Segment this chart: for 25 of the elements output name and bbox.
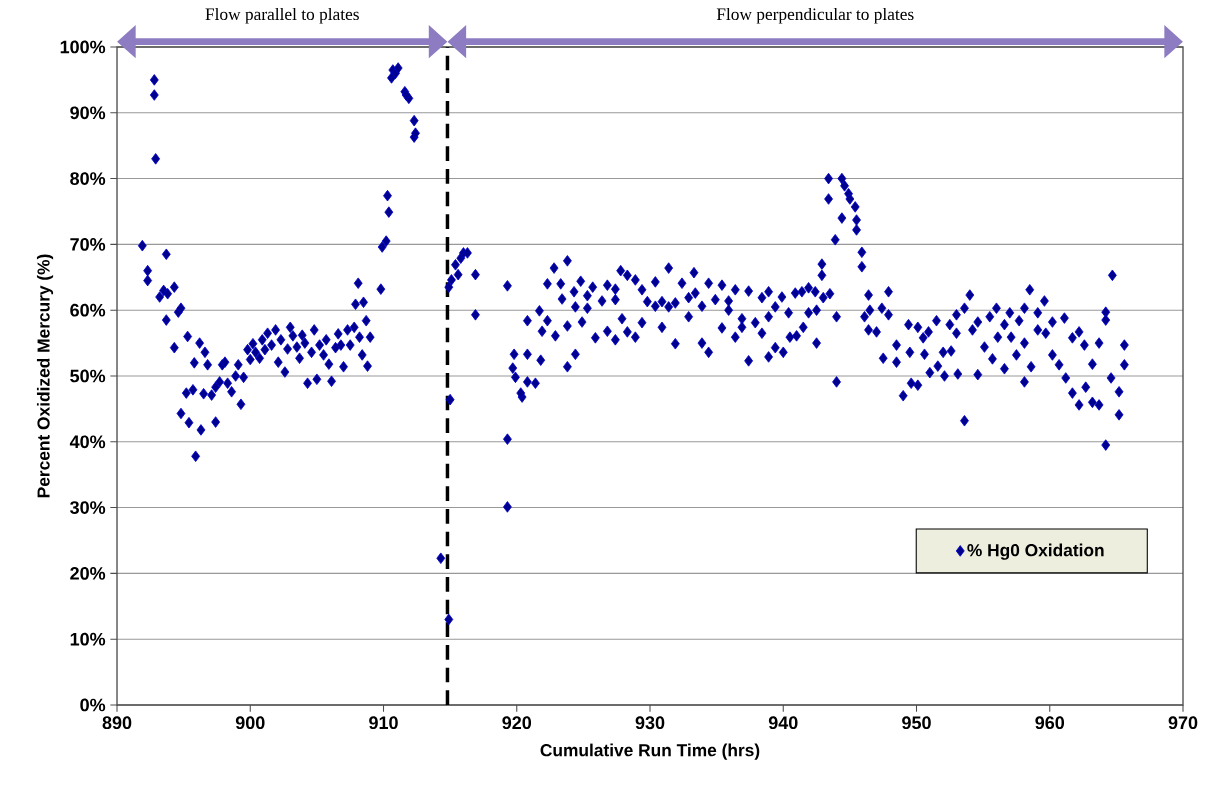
x-tick-label: 890 [102, 716, 132, 730]
y-tick-label: 30% [70, 501, 106, 514]
y-axis-title: Percent Oxidized Mercury (%) [36, 254, 54, 498]
y-tick-label: 90% [70, 106, 106, 120]
y-tick-label: 0% [80, 698, 106, 712]
x-tick-label: 960 [1035, 716, 1065, 730]
x-tick-label: 920 [502, 716, 532, 730]
y-tick-label: 80% [70, 172, 106, 185]
y-tick-label: 20% [70, 567, 106, 580]
y-tick-label: 10% [70, 632, 106, 646]
x-tick-label: 940 [768, 716, 798, 730]
text: Flow parallel to plates [205, 7, 359, 24]
text: Flow perpendicular to plates [716, 7, 914, 24]
x-tick-label: 900 [235, 716, 265, 730]
x-tick-label: 930 [635, 716, 665, 730]
legend-label: % Hg0 Oxidation [967, 543, 1104, 560]
y-tick-label: 60% [70, 303, 106, 317]
y-tick-label: 40% [69, 435, 106, 449]
x-axis-title: Cumulative Run Time (hrs) [540, 743, 760, 760]
y-tick-label: 100% [60, 40, 106, 54]
x-tick-label: 950 [902, 716, 931, 730]
y-tick-label: 50% [70, 369, 106, 383]
y-tick-label: 70% [70, 238, 106, 251]
x-tick-label: 970 [1168, 716, 1198, 730]
x-tick-label: 910 [369, 716, 398, 730]
